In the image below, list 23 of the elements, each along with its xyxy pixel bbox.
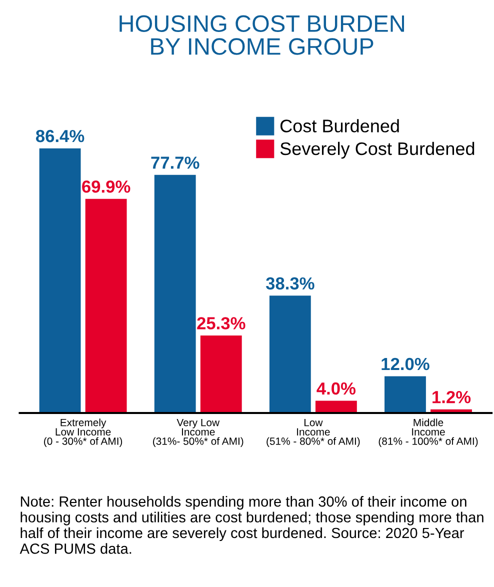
bar (85, 198, 127, 414)
data-label: 38.3% (266, 277, 314, 290)
chart-title: HOUSING COST BURDEN BY INCOME GROUP (120, 15, 404, 55)
legend-label: Severely Cost Burdened (280, 142, 474, 159)
legend-label: Cost Burdened (280, 119, 399, 132)
x-tick-label: Low Income (51% - 80%* of AMI) (266, 418, 360, 447)
x-tick-label: Very Low Income (31%- 50%* of AMI) (153, 418, 244, 447)
data-label: 77.7% (151, 156, 200, 169)
bar (154, 174, 196, 414)
text: Note: Renter households spending more than 30% of their income on housing costs and utilities are cost burdened; those spending more than half of their income are severely cost burdened. Source: 2020 5-Year ACS PUMS data. (20, 496, 484, 554)
data-label: 69.9% (82, 180, 130, 193)
bar (200, 335, 242, 414)
data-label: 86.4% (36, 130, 84, 142)
bar (39, 148, 81, 414)
bar (269, 296, 311, 414)
bar (384, 376, 426, 414)
data-label: 12.0% (382, 358, 430, 370)
data-label: 4.0% (316, 382, 356, 395)
x-tick-label: Middle Income (81% - 100%* of AMI) (378, 418, 478, 447)
data-label: 1.2% (432, 390, 471, 404)
x-tick-label: Extremely Low Income (0 - 30%* of AMI) (44, 418, 122, 447)
data-label: 25.3% (197, 317, 246, 330)
bar (315, 400, 357, 414)
